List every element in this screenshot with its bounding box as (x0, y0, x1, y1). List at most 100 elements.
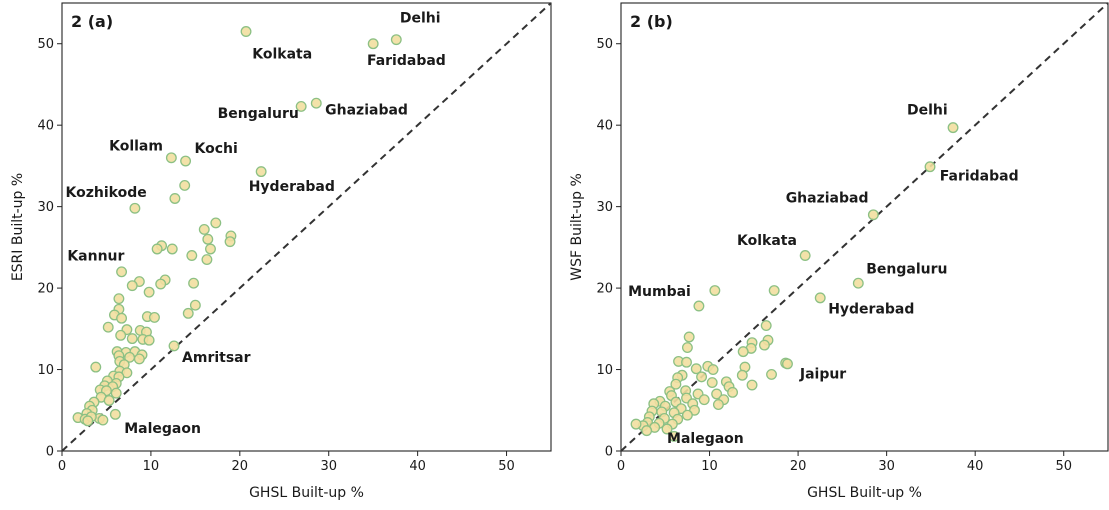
scatter-point (707, 364, 719, 375)
city-label: Faridabad (367, 53, 446, 69)
scatter-point (126, 280, 138, 292)
city-label: Bengaluru (866, 261, 947, 277)
x-axis-label: GHSL Built-up % (807, 485, 922, 501)
scatter-point (188, 277, 200, 289)
x-tick-label: 20 (232, 459, 249, 474)
scatter-point (113, 293, 125, 305)
scatter-point (168, 340, 180, 352)
scatter-point (367, 38, 379, 50)
city-label: Mumbai (628, 284, 691, 300)
city-label: Kolkata (737, 233, 797, 249)
y-tick-label: 10 (596, 363, 613, 378)
scatter-point (182, 307, 194, 319)
city-label: Faridabad (940, 169, 1019, 185)
city-label: Hyderabad (828, 301, 914, 317)
y-axis-label: ESRI Built-up % (10, 173, 26, 281)
y-tick-label: 30 (596, 200, 613, 215)
scatter-point (116, 266, 128, 278)
y-tick-label: 30 (37, 200, 54, 215)
scatter-point (224, 236, 236, 248)
scatter-point (681, 342, 693, 354)
scatter-point (90, 361, 102, 373)
scatter-point (210, 217, 222, 229)
scatter-point (202, 233, 214, 245)
scatter-point (668, 430, 680, 442)
y-tick-label: 10 (37, 363, 54, 378)
city-label: Delhi (400, 11, 441, 27)
scatter-point (712, 399, 724, 411)
city-label: Kochi (194, 141, 237, 157)
x-axis-label: GHSL Built-up % (249, 485, 364, 501)
scatter-point (737, 346, 749, 358)
scatter-point (129, 202, 141, 214)
panel-b: 0 10 20 30 40 50 0 10 20 30 40 50 GHSL Built-up % WSF… (569, 2, 1109, 501)
scatter-point (109, 408, 121, 420)
scatter-point (143, 286, 155, 298)
city-label: Ghaziabad (325, 103, 408, 119)
scatter-point (143, 334, 155, 346)
scatter-point (693, 300, 705, 312)
city-label: Jaipur (799, 367, 846, 383)
x-tick-label: 10 (701, 459, 718, 474)
city-label: Malegaon (124, 421, 201, 437)
scatter-point (240, 26, 252, 37)
scatter-point (205, 243, 216, 255)
panel-a: 0 10 20 30 40 50 0 10 20 30 40 50 GHSL Built-up % ESR… (10, 2, 552, 501)
city-label: Bengaluru (218, 106, 299, 122)
scatter-point (683, 331, 695, 343)
scatter-point (727, 386, 739, 398)
city-label: Kolkata (252, 46, 312, 62)
scatter-point (133, 353, 145, 365)
x-tick-label: 30 (320, 459, 337, 474)
scatter-point (758, 339, 770, 351)
scatter-point (180, 155, 192, 167)
x-tick-label: 10 (143, 459, 160, 474)
scatter-point (681, 409, 693, 421)
city-label: Amritsar (182, 350, 251, 366)
scatter-point (149, 311, 160, 323)
city-label: Kozhikode (66, 185, 147, 201)
x-tick-label: 40 (967, 459, 984, 474)
scatter-point (630, 418, 642, 430)
x-tick-label: 0 (617, 459, 625, 474)
y-tick-label: 0 (605, 445, 613, 460)
scatter-point (696, 371, 708, 383)
identity-reference-line (61, 2, 552, 452)
scatter-point (670, 378, 682, 390)
scatter-point (782, 358, 793, 370)
scatter-point (255, 166, 267, 178)
scatter-point (151, 243, 163, 255)
city-label: Ghaziabad (786, 191, 869, 207)
scatter-point (201, 254, 213, 266)
scatter-point (661, 423, 673, 435)
scatter-point (102, 321, 114, 333)
identity-reference-line (620, 2, 1109, 452)
city-label: Malegaon (667, 431, 744, 447)
y-tick-label: 20 (37, 282, 54, 297)
y-tick-label: 40 (596, 119, 613, 134)
panel-label: 2 (b) (630, 12, 673, 31)
plot-frame (620, 2, 1109, 452)
scatter-point (103, 395, 115, 406)
y-tick-label: 50 (37, 37, 54, 52)
panel-label: 2 (a) (71, 12, 113, 31)
scatter-point (310, 97, 322, 109)
scatter-point (189, 299, 201, 311)
scatter-point (116, 312, 128, 324)
scatter-point (198, 223, 210, 235)
x-tick-label: 50 (498, 459, 515, 474)
scatter-point (169, 193, 181, 204)
x-tick-label: 20 (790, 459, 807, 474)
x-tick-label: 30 (878, 459, 895, 474)
scatter-point (766, 368, 777, 380)
scatter-point (166, 243, 178, 255)
y-tick-label: 20 (596, 282, 613, 297)
scatter-point (746, 379, 758, 391)
scatter-point (924, 161, 936, 173)
scatter-point (115, 329, 127, 341)
scatter-point (709, 285, 721, 296)
scatter-point (706, 377, 718, 389)
scatter-point (814, 292, 826, 304)
